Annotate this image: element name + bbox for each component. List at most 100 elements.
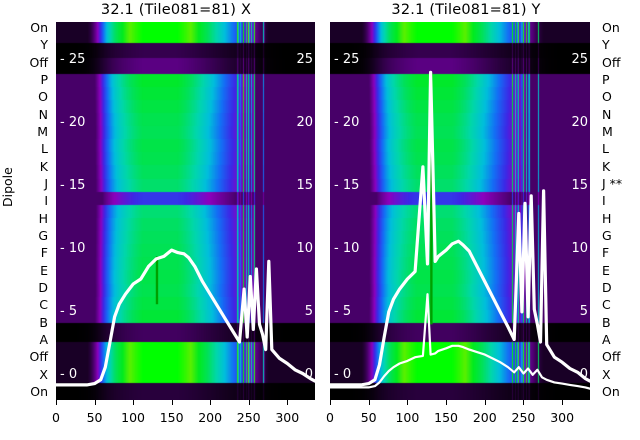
y-tick-label: - 5 <box>60 303 78 319</box>
x-tick-mark <box>171 400 173 405</box>
amplitude-curve-y <box>330 70 590 390</box>
y-tick-label-mirror: 25 <box>296 51 313 67</box>
dipole-label-o: O <box>602 89 612 105</box>
y-tick-label: - 0 <box>60 366 78 382</box>
curve-path <box>330 293 590 390</box>
dipole-label-x: X <box>39 366 48 382</box>
x-tick-label: 250 <box>236 410 261 425</box>
y-tick-label: - 10 <box>60 240 86 256</box>
dipole-labels-right: On Y Off P O N M L K J ** I H G F E D C B A Off X On <box>602 20 636 400</box>
y-tick-label-mirror: 10 <box>571 240 588 256</box>
y-axis-label: Dipole <box>0 167 15 207</box>
dipole-label-x: X <box>602 366 611 382</box>
y-tick-label-mirror: 5 <box>304 303 313 319</box>
y-tick-label: - 10 <box>334 240 360 256</box>
dipole-label-l: L <box>602 141 609 157</box>
dipole-label-y: Y <box>602 37 610 53</box>
y-tick-label-mirror: 25 <box>571 51 588 67</box>
y-tick-label: - 25 <box>60 51 86 67</box>
y-tick-label: - 15 <box>60 177 86 193</box>
x-tick-mark <box>523 400 525 405</box>
dipole-label-off: Off <box>602 54 621 70</box>
x-tick-label: 100 <box>395 410 420 425</box>
dipole-label-p: P <box>40 72 48 87</box>
dipole-label-a: A <box>39 332 48 347</box>
dipole-label-d: D <box>38 280 48 295</box>
dipole-label-e: E <box>40 262 48 278</box>
dipole-label-m: M <box>602 124 613 139</box>
dipole-label-g: G <box>602 228 612 243</box>
y-tick-label-mirror: 15 <box>296 177 313 193</box>
dipole-label-c: C <box>39 297 48 313</box>
dipole-label-m: M <box>37 124 48 139</box>
dipole-label-a: A <box>602 332 611 347</box>
dipole-label-i: I <box>602 193 606 209</box>
dipole-label-off: Off <box>29 54 48 70</box>
dipole-label-l: L <box>41 141 48 157</box>
dipole-label-on: On <box>30 384 48 399</box>
amplitude-curve-x <box>56 248 315 387</box>
dipole-label-n: N <box>38 106 48 122</box>
y-tick-label: - 5 <box>334 303 352 319</box>
dipole-label-f: F <box>602 245 610 261</box>
dipole-label-f: F <box>40 245 48 261</box>
x-tick-label: 200 <box>198 410 223 425</box>
x-tick-mark <box>407 400 409 405</box>
dipole-label-p: P <box>602 72 610 87</box>
x-tick-mark <box>484 400 486 405</box>
curve-path <box>56 248 315 387</box>
dipole-label-k: K <box>602 158 611 174</box>
dipole-label-d: D <box>602 280 612 295</box>
x-tick-mark <box>368 400 370 405</box>
y-tick-label-mirror: 15 <box>571 177 588 193</box>
dipole-label-b: B <box>602 314 611 330</box>
dipole-label-g: G <box>38 228 48 243</box>
dipole-label-h: H <box>602 210 612 226</box>
y-tick-label-mirror: 0 <box>579 366 588 382</box>
y-tick-label: - 20 <box>334 114 360 130</box>
x-tick-mark <box>56 400 57 405</box>
dipole-label-i: I <box>44 193 48 209</box>
panel-title-left: 32.1 (Tile081=81) X <box>100 2 252 18</box>
dipole-label-off: Off <box>29 349 48 365</box>
dipole-label-on: On <box>602 384 620 399</box>
y-tick-label: - 15 <box>334 177 360 193</box>
dipole-label-o: O <box>38 89 48 105</box>
dipole-label-e: E <box>602 262 610 278</box>
y-tick-label-mirror: 5 <box>579 303 588 319</box>
dipole-label-c: C <box>602 297 611 313</box>
heatmap-panel-y[interactable]: - 25 25 - 20 20 - 15 15 - 10 10 - 5 5 - 0 0 <box>330 22 590 400</box>
x-tick-mark <box>94 400 96 405</box>
x-axis-left: 0 50 100 150 200 250 300 <box>52 400 315 438</box>
x-tick-mark <box>133 400 135 405</box>
x-tick-mark <box>446 400 448 405</box>
x-tick-label: 150 <box>434 410 458 425</box>
dipole-label-h: H <box>38 210 48 226</box>
x-tick-label: 0 <box>52 410 60 425</box>
x-tick-label: 50 <box>360 410 377 425</box>
dipole-label-off: Off <box>602 349 621 365</box>
y-tick-label-mirror: 20 <box>296 114 313 130</box>
y-tick-label-mirror: 10 <box>296 240 313 256</box>
x-tick-mark <box>562 400 564 405</box>
dipole-label-y: Y <box>40 37 48 53</box>
x-tick-label: 0 <box>326 410 334 425</box>
y-tick-label-mirror: 20 <box>571 114 588 130</box>
y-tick-label-mirror: 0 <box>304 366 313 382</box>
dipole-label-on: On <box>602 20 620 35</box>
y-tick-label: - 20 <box>60 114 86 130</box>
dipole-label-on: On <box>30 20 48 35</box>
x-tick-label: 300 <box>275 410 300 425</box>
dipole-label-b: B <box>39 314 48 330</box>
x-tick-label: 250 <box>511 410 536 425</box>
dipole-label-k: K <box>39 158 48 174</box>
x-tick-mark <box>330 400 331 405</box>
dipole-label-j: J ** <box>602 176 623 191</box>
panel-title-right: 32.1 (Tile081=81) Y <box>391 2 541 18</box>
x-tick-label: 150 <box>159 410 184 425</box>
x-tick-label: 300 <box>550 410 575 425</box>
heatmap-panel-x[interactable]: - 25 25 - 20 20 - 15 15 - 10 10 - 5 5 - 0 0 <box>56 22 315 400</box>
y-tick-label: - 0 <box>334 366 352 382</box>
x-tick-label: 200 <box>472 410 497 425</box>
